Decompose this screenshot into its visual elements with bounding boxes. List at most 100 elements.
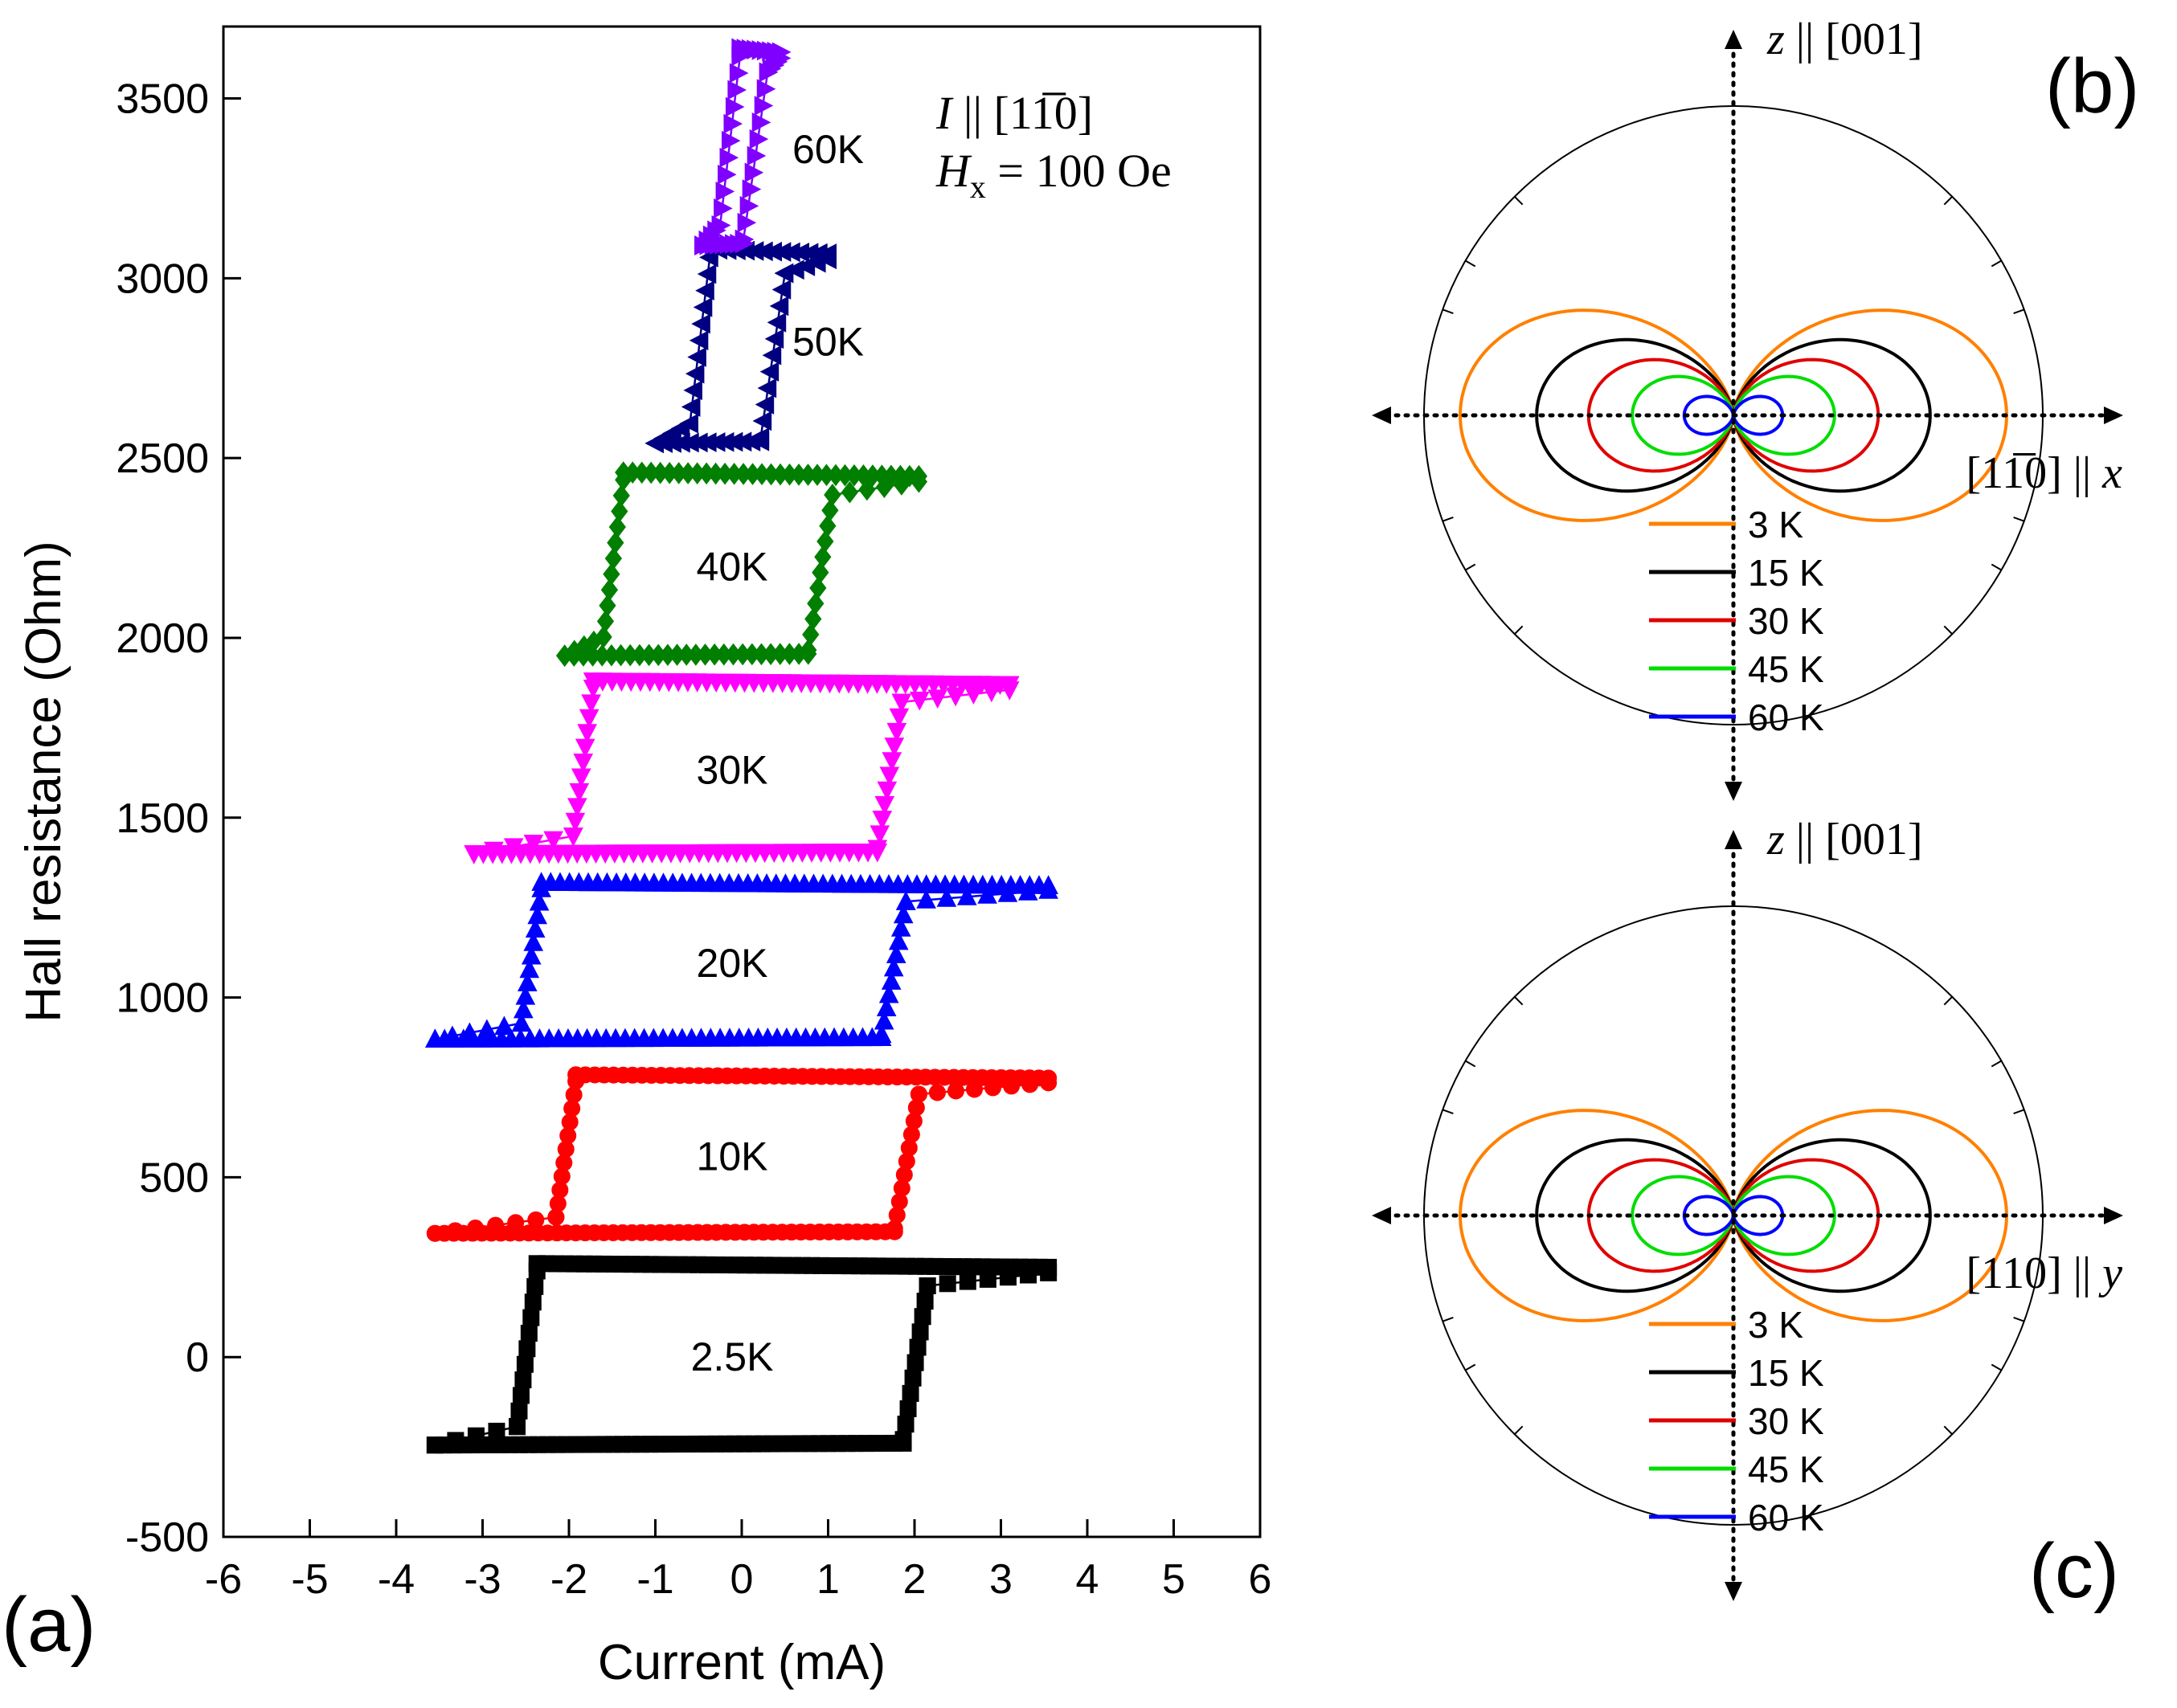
data-point xyxy=(494,1015,514,1036)
data-point xyxy=(809,577,827,599)
data-point xyxy=(889,708,910,728)
data-point xyxy=(699,247,718,268)
data-point xyxy=(884,738,905,757)
data-point xyxy=(442,1025,463,1045)
data-point xyxy=(693,297,713,317)
x-tick-label: 1 xyxy=(816,1556,840,1603)
left-arrow-icon xyxy=(1372,407,1391,424)
data-point xyxy=(882,752,902,771)
data-point xyxy=(694,235,714,255)
data-point xyxy=(715,182,735,202)
data-point xyxy=(769,296,789,317)
polar-tick xyxy=(2013,516,2025,522)
data-point xyxy=(528,1262,546,1280)
polar-tick xyxy=(1442,516,1454,522)
polar-tick xyxy=(1991,259,2002,268)
data-point xyxy=(426,1224,444,1242)
data-point xyxy=(737,212,757,233)
data-point xyxy=(872,811,893,830)
data-point xyxy=(547,1208,565,1226)
x-tick-label: -4 xyxy=(378,1556,415,1603)
legend-label: 3 K xyxy=(1748,1304,1803,1346)
data-point xyxy=(723,113,743,134)
data-point xyxy=(821,499,839,522)
data-point xyxy=(824,484,841,506)
data-point xyxy=(487,1216,505,1234)
data-point xyxy=(819,514,837,537)
polar-tick xyxy=(1991,1060,2002,1068)
data-point xyxy=(719,147,739,168)
loop-label-10K: 10K xyxy=(697,1134,768,1179)
legend-label: 3 K xyxy=(1748,504,1803,545)
data-point xyxy=(914,1308,931,1326)
data-point xyxy=(939,1275,956,1293)
data-point xyxy=(956,886,977,905)
x-axis-ticks: -6 -5 -4 -3 -2 -1 0 1 2 3 4 5 6 xyxy=(205,1519,1272,1603)
data-point xyxy=(426,1436,444,1454)
data-point xyxy=(543,831,563,851)
polar-tick xyxy=(2013,309,2025,315)
loop-60K xyxy=(694,38,792,255)
data-point xyxy=(739,196,759,216)
loop-label-20K: 20K xyxy=(697,941,768,986)
data-point xyxy=(579,709,599,729)
data-point xyxy=(894,1431,912,1449)
polar-tick xyxy=(1514,1425,1524,1435)
data-point xyxy=(425,1028,445,1048)
annotation-current-direction: I || [11̅0] xyxy=(935,87,1093,139)
loop-40K xyxy=(555,461,928,667)
loop-label-50K: 50K xyxy=(792,320,864,365)
panel-b-polar: z || [001] [11̅0] || x 3 K 15 K 30 K 45 K 60 K xyxy=(1372,14,2123,801)
data-point xyxy=(895,891,916,910)
data-point xyxy=(747,145,767,166)
data-point xyxy=(886,944,906,963)
polar-tick xyxy=(1943,196,1953,206)
polar-tick xyxy=(1442,1316,1454,1322)
data-point xyxy=(841,480,859,504)
data-point xyxy=(977,885,997,904)
vertical-axis-label: z || [001] xyxy=(1766,14,1923,64)
data-point xyxy=(916,1293,934,1310)
panel-c-polar: z || [001] [110] || y 3 K 15 K 30 K 45 K 60 K xyxy=(1372,815,2123,1601)
data-point xyxy=(691,313,710,334)
y-tick-label: 0 xyxy=(186,1334,209,1381)
up-arrow-icon xyxy=(1725,30,1742,49)
data-point xyxy=(509,1418,526,1436)
data-point xyxy=(814,545,832,569)
data-point xyxy=(909,691,930,711)
data-point xyxy=(575,738,595,758)
polar-tick xyxy=(2013,1109,2025,1115)
polar-tick xyxy=(1442,1109,1454,1115)
data-point xyxy=(583,679,604,699)
y-tick-label: 1500 xyxy=(116,795,209,842)
data-point xyxy=(911,1323,929,1341)
data-point xyxy=(802,623,820,646)
data-point xyxy=(893,904,914,924)
x-tick-label: 6 xyxy=(1249,1556,1272,1603)
panel-label-c: (c) xyxy=(2029,1528,2119,1614)
panel-a-chart: -6 -5 -4 -3 -2 -1 0 1 2 3 4 5 6 -500 0 500 1000 1500 2000… xyxy=(2,25,1272,1690)
hysteresis-loops xyxy=(425,38,1058,1454)
y-tick-label: 3000 xyxy=(116,255,209,302)
data-point xyxy=(573,754,594,773)
data-point xyxy=(565,812,586,832)
loop-label-2.5K: 2.5K xyxy=(691,1334,774,1379)
y-axis-ticks: -500 0 500 1000 1500 2000 2500 3000 3500 xyxy=(116,76,241,1561)
polar-curve-3K xyxy=(1458,1109,2009,1322)
data-point xyxy=(874,1010,894,1030)
data-point xyxy=(874,795,895,815)
data-point xyxy=(512,1387,530,1404)
up-arrow-icon xyxy=(1725,830,1742,849)
data-point xyxy=(812,561,829,584)
data-point xyxy=(750,427,770,447)
data-point xyxy=(689,330,709,351)
data-point xyxy=(756,79,776,100)
data-point xyxy=(902,1384,919,1402)
loop-label-30K: 30K xyxy=(697,747,768,792)
x-tick-label: -2 xyxy=(550,1556,587,1603)
data-point xyxy=(460,1022,480,1042)
data-point xyxy=(800,639,817,661)
vertical-axis-label: z || [001] xyxy=(1766,815,1923,864)
data-point xyxy=(522,1309,540,1326)
data-point xyxy=(928,1084,946,1101)
